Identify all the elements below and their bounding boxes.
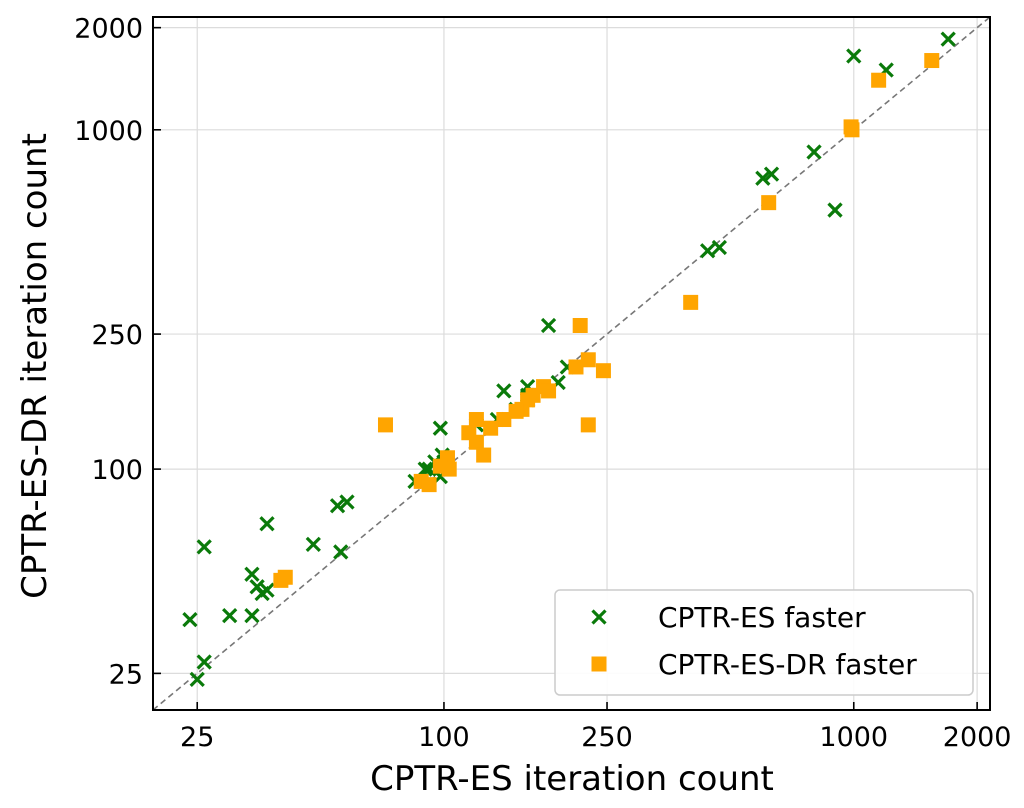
orange-square-point	[421, 477, 437, 493]
y-tick-label: 100	[91, 455, 143, 486]
green-x-point	[940, 31, 956, 47]
orange-square-point	[572, 317, 588, 333]
green-x-point	[182, 612, 198, 628]
legend: CPTR-ES faster CPTR-ES-DR faster	[554, 589, 974, 696]
green-x-point	[244, 607, 260, 624]
orange-square-point	[377, 417, 393, 433]
green-x-point	[711, 239, 728, 256]
x-tick-label: 2000	[943, 722, 1012, 753]
legend-entry-label: CPTR-ES faster	[658, 601, 866, 634]
orange-square-point	[277, 569, 293, 585]
data-points	[182, 31, 956, 688]
legend-x-marker	[591, 609, 607, 625]
orange-square-point	[871, 72, 887, 88]
green-x-point	[244, 566, 260, 582]
y-tick-label: 2000	[74, 14, 143, 45]
orange-square-point	[924, 53, 940, 69]
legend-box	[554, 589, 974, 696]
orange-square-point	[568, 359, 584, 375]
green-x-point	[254, 585, 270, 602]
plot-frame	[152, 16, 991, 711]
legend-square-marker	[591, 656, 607, 672]
green-x-point	[222, 607, 238, 624]
green-x-point	[305, 536, 321, 553]
green-x-point	[417, 461, 433, 477]
x-tick-label: 100	[418, 722, 470, 753]
x-tick-label: 25	[180, 722, 214, 753]
y-tick-label: 25	[109, 659, 143, 690]
green-x-point	[763, 166, 780, 182]
green-x-point	[333, 544, 349, 560]
orange-square-point	[441, 461, 457, 477]
orange-square-point	[761, 195, 777, 211]
legend-entry-label: CPTR-ES-DR faster	[658, 648, 917, 681]
orange-square-point	[476, 447, 492, 463]
axis-ticks: 25 100 250 1000 2000 25 100 250 1000 2000	[74, 14, 1011, 753]
green-x-point	[827, 202, 843, 218]
y-tick-label: 1000	[74, 116, 143, 147]
orange-square-point	[580, 417, 596, 433]
orange-square-point	[468, 412, 484, 428]
green-x-point	[259, 516, 275, 532]
green-x-point	[189, 671, 205, 688]
orange-square-point	[595, 363, 611, 379]
x-tick-label: 250	[581, 722, 633, 753]
x-tick-label: 1000	[819, 722, 888, 753]
orange-square-point	[683, 294, 699, 310]
green-x-point	[540, 317, 557, 334]
y-tick-label: 250	[91, 320, 143, 351]
green-x-point	[196, 654, 212, 670]
green-x-point	[700, 243, 716, 259]
orange-square-point	[580, 352, 596, 368]
orange-square-point	[844, 122, 860, 138]
green-x-point	[339, 494, 355, 510]
y-axis-label: CPTR-ES-DR iteration count	[15, 133, 55, 599]
orange-square-point	[508, 403, 524, 419]
green-x-point	[432, 420, 448, 436]
green-x-point	[846, 48, 862, 64]
green-x-point	[496, 383, 512, 399]
green-x-point	[329, 498, 346, 514]
orange-square-point	[483, 420, 499, 436]
orange-square-point	[541, 383, 557, 399]
green-x-point	[806, 144, 822, 160]
orange-square-point	[496, 412, 512, 428]
green-x-point	[196, 539, 212, 555]
x-axis-label: CPTR-ES iteration count	[370, 759, 774, 799]
orange-square-point	[468, 434, 484, 450]
green-x-point	[755, 170, 771, 186]
